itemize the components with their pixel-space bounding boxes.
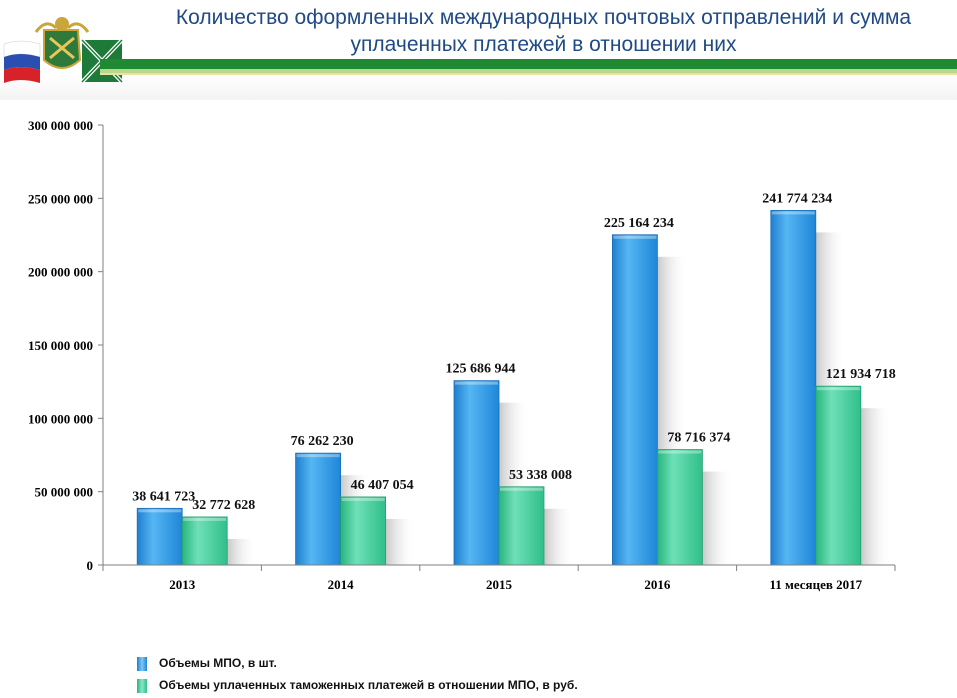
- data-label-series-2: 32 772 628: [192, 498, 255, 513]
- legend-swatch-series-1: [137, 657, 147, 671]
- x-category-label: 2016: [644, 577, 671, 592]
- bar-top-highlight: [816, 387, 860, 391]
- bar-top-highlight: [500, 487, 543, 491]
- bar-series-2: [657, 449, 703, 566]
- bar-series-1: [295, 452, 342, 566]
- page-title: Количество оформленных международных поч…: [130, 4, 957, 58]
- y-tick-label: 200 000 000: [28, 265, 93, 280]
- russian-flag-icon: [3, 40, 41, 83]
- y-tick-label: 100 000 000: [28, 411, 93, 426]
- x-category-label: 2013: [169, 577, 196, 592]
- bar-top-highlight: [138, 509, 182, 513]
- data-label-series-2: 46 407 054: [351, 478, 414, 493]
- bars: [136, 209, 862, 566]
- legend-label-series-1: Объемы МПО, в шт.: [159, 656, 277, 670]
- bar-shadow: [544, 508, 574, 565]
- axes: [98, 124, 896, 571]
- customs-emblem-icon: [34, 17, 90, 69]
- data-label-series-2: 78 716 374: [667, 431, 730, 446]
- header-stripe-yellow: [100, 73, 957, 75]
- x-category-label: 2015: [486, 577, 513, 592]
- bar-top-highlight: [455, 381, 498, 385]
- data-label-series-1: 38 641 723: [132, 489, 195, 504]
- bar-series-1: [453, 380, 500, 566]
- bar-top-highlight: [183, 517, 227, 521]
- bar-top-highlight: [658, 450, 702, 454]
- labels: 0 50 000 000 100 000 000 150 000 000 200 000…: [28, 118, 896, 592]
- bar-shadow: [702, 471, 733, 565]
- bar-series-2: [181, 516, 228, 566]
- header-stripe-light: [100, 69, 957, 73]
- bar-shadow: [227, 538, 258, 565]
- x-category-label: 11 месяцев 2017: [769, 577, 862, 592]
- bar-series-2: [815, 385, 862, 566]
- bar-shadow: [860, 408, 891, 565]
- y-tick-label: 250 000 000: [28, 191, 93, 206]
- data-label-series-2: 121 934 718: [826, 367, 896, 382]
- bar-top-highlight: [771, 211, 815, 215]
- bar-series-2: [340, 496, 387, 566]
- header-stripe-green: [100, 59, 957, 69]
- bar-chart: 0 50 000 000 100 000 000 150 000 000 200 000…: [28, 118, 896, 592]
- data-label-series-1: 125 686 944: [446, 362, 516, 377]
- bar-series-1: [770, 209, 817, 566]
- data-label-series-1: 225 164 234: [604, 216, 674, 231]
- header: Количество оформленных международных поч…: [0, 0, 957, 100]
- data-label-series-1: 76 262 230: [291, 434, 354, 449]
- bar-series-2: [498, 486, 545, 566]
- bar-top-highlight: [613, 235, 657, 239]
- bar-series-1: [136, 507, 183, 566]
- x-category-label: 2014: [328, 577, 355, 592]
- y-tick-label: 50 000 000: [35, 485, 94, 500]
- page-title-line-2: уплаченных платежей в отношении них: [350, 33, 737, 56]
- y-tick-label: 150 000 000: [28, 338, 93, 353]
- legend-swatch-series-2: [137, 679, 147, 693]
- page-title-line-1: Количество оформленных международных поч…: [175, 6, 912, 29]
- y-tick-label: 300 000 000: [28, 118, 93, 133]
- bar-shadow: [385, 518, 416, 565]
- y-tick-label: 0: [87, 558, 94, 573]
- data-label-series-1: 241 774 234: [762, 191, 832, 206]
- legend-label-series-2: Объемы уплаченных таможенных платежей в …: [159, 678, 578, 692]
- data-label-series-2: 53 338 008: [509, 468, 572, 483]
- bar-top-highlight: [296, 454, 340, 458]
- bar-series-1: [612, 234, 658, 566]
- bar-top-highlight: [341, 497, 385, 501]
